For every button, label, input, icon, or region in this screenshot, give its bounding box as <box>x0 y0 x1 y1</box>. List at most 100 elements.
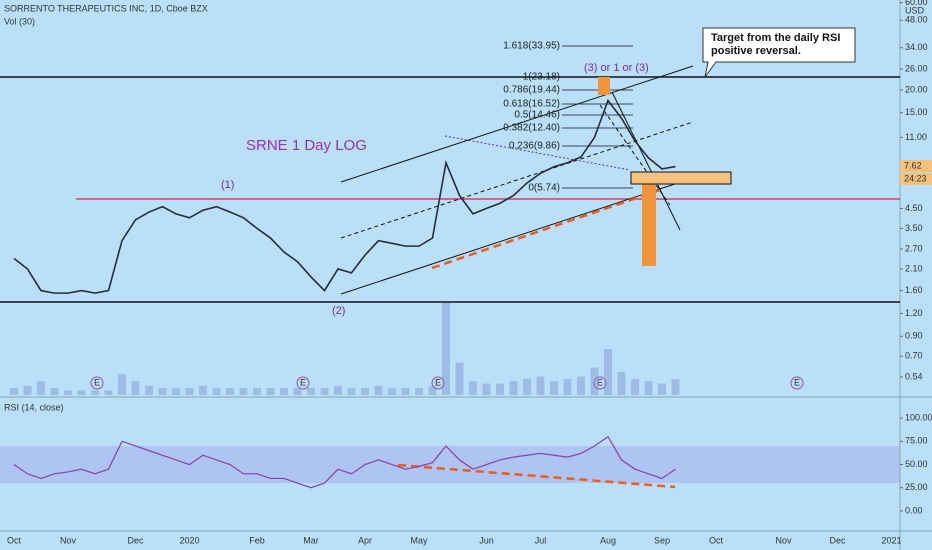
chart-label: SRNE 1 Day LOG <box>246 137 367 154</box>
volume-bar <box>64 390 72 395</box>
volume-bar <box>50 388 59 395</box>
volume-bar <box>293 388 302 395</box>
x-tick-label: Jun <box>479 535 494 545</box>
volume-bar <box>590 367 599 395</box>
earnings-label: E <box>435 377 441 387</box>
y-tick-label: 75.00 <box>905 436 928 446</box>
trend-line <box>340 177 694 295</box>
x-tick-label: Sep <box>654 535 670 545</box>
y-tick-label: 100.00 <box>905 413 932 423</box>
y-tick-label: 3.50 <box>905 223 923 233</box>
volume-bar <box>604 349 612 395</box>
volume-bar <box>226 388 234 395</box>
fib-label: 1.618(33.95) <box>503 41 560 52</box>
fib-label: 0(5.74) <box>528 183 560 194</box>
price-tag <box>900 160 932 172</box>
wave-label: (2) <box>332 305 345 317</box>
volume-bar <box>644 381 653 395</box>
y-tick-label: 4.50 <box>905 203 923 213</box>
y-tick-label: 26.00 <box>905 63 928 73</box>
volume-bar <box>563 378 572 395</box>
volume-bar <box>118 374 126 395</box>
y-tick-label: 1.20 <box>905 308 923 318</box>
fib-label: 0.382(12.40) <box>503 123 560 134</box>
y-tick-label: 25.00 <box>905 482 928 492</box>
x-tick-label: 2021 <box>881 535 901 545</box>
volume-bar <box>496 383 504 395</box>
zone-box <box>630 171 732 185</box>
volume-bar <box>658 383 666 395</box>
volume-bar <box>77 390 86 395</box>
y-tick-label: 48.00 <box>905 15 928 25</box>
fib-label: 0.5(14.46) <box>514 110 560 121</box>
volume-bar <box>536 376 545 395</box>
y-tick-label: 60.00 <box>905 0 928 7</box>
support-trend <box>431 188 661 270</box>
x-tick-label: 2020 <box>179 535 199 545</box>
earnings-label: E <box>794 377 800 387</box>
x-tick-label: May <box>410 535 428 545</box>
volume-bar <box>361 388 369 395</box>
volume-bar <box>37 381 45 395</box>
countdown-label: 24:23 <box>904 173 927 183</box>
target-bar <box>642 180 656 266</box>
volume-bar <box>550 381 558 395</box>
y-tick-label: 0.70 <box>905 351 923 361</box>
trend-line <box>340 65 694 183</box>
volume-bar <box>131 381 140 395</box>
y-tick-label: 0.54 <box>905 371 923 381</box>
fib-label: 0.618(16.52) <box>503 99 560 110</box>
header-title: SORRENTO THERAPEUTICS INC, 1D, Cboe BZX <box>4 3 208 13</box>
x-tick-label: Dec <box>829 535 846 545</box>
wave-label: (1) <box>221 179 234 191</box>
volume-bar <box>104 390 113 395</box>
y-tick-label: 1.60 <box>905 285 923 295</box>
volume-bar <box>10 388 18 395</box>
volume-bar <box>455 362 464 395</box>
x-tick-label: Apr <box>358 535 372 545</box>
price-line <box>13 98 676 294</box>
y-tick-label: 34.00 <box>905 42 928 52</box>
volume-bar <box>172 388 180 395</box>
y-unit: USD <box>905 5 925 15</box>
volume-bar <box>145 385 153 395</box>
volume-bar <box>199 385 207 395</box>
volume-bar <box>671 378 680 395</box>
y-tick-label: 15.00 <box>905 107 928 117</box>
volume-bar <box>23 385 32 395</box>
volume-bar <box>442 303 450 395</box>
x-tick-label: Dec <box>127 535 144 545</box>
trend-line <box>444 135 631 171</box>
rsi-trend <box>397 463 676 489</box>
x-tick-label: Jul <box>535 535 547 545</box>
volume-bar <box>631 378 639 395</box>
volume-bar <box>158 388 167 395</box>
volume-bar <box>509 381 518 395</box>
earnings-label: E <box>94 377 100 387</box>
volume-bar <box>307 388 315 395</box>
rsi-line <box>13 435 676 489</box>
rsi-title: RSI (14, close) <box>4 402 64 412</box>
wave-label: (3) or 1 or (3) <box>584 62 649 74</box>
callout <box>702 27 856 78</box>
y-tick-label: 0.00 <box>905 505 923 515</box>
x-tick-label: Feb <box>249 535 265 545</box>
volume-bar <box>212 388 221 395</box>
y-tick-label: 2.10 <box>905 263 923 273</box>
volume-bar <box>523 378 531 395</box>
volume-bar <box>388 388 396 395</box>
volume-bar <box>239 388 248 395</box>
volume-bar <box>347 388 356 395</box>
price-tag-label: 7.62 <box>904 160 922 170</box>
volume-bar <box>320 388 329 395</box>
volume-bar <box>482 383 491 395</box>
fib-label: 0.236(9.86) <box>509 141 560 152</box>
volume-bar <box>280 388 288 395</box>
x-tick-label: Oct <box>709 535 724 545</box>
volume-bar <box>334 385 342 395</box>
volume-bar <box>401 388 410 395</box>
volume-bar <box>617 372 626 395</box>
y-tick-label: 11.00 <box>905 132 927 142</box>
vol-label: Vol (30) <box>4 16 35 26</box>
